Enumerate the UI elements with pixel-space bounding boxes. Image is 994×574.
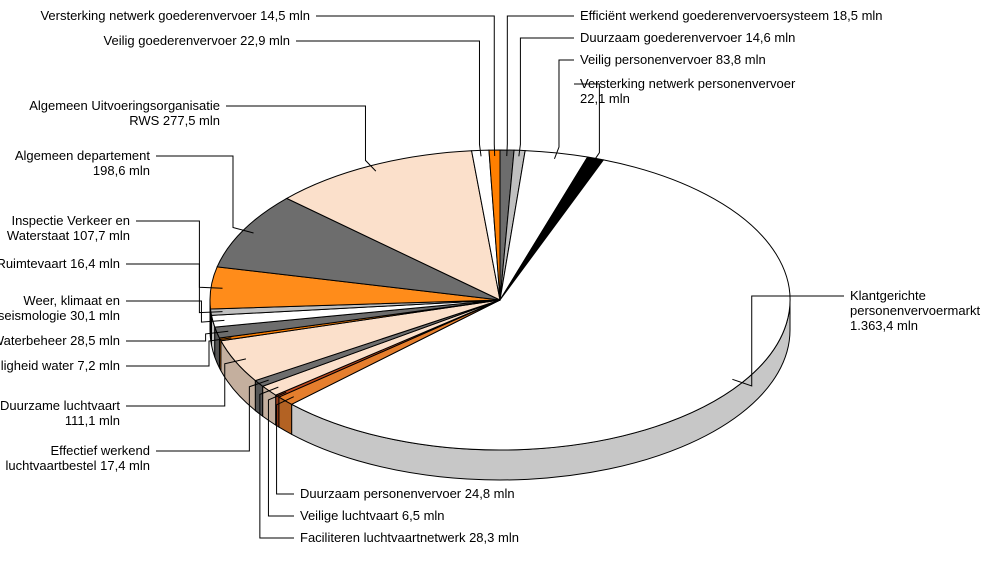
slice-label: Duurzame luchtvaart — [0, 398, 120, 413]
slice-label: 198,6 mln — [93, 163, 150, 178]
slice-label: 22,1 mln — [580, 91, 630, 106]
slice-label: Ruimtevaart 16,4 mln — [0, 256, 120, 271]
slice-label: 111,1 mln — [65, 413, 120, 428]
slice-label: 1.363,4 mln — [850, 318, 918, 333]
slice-label: personenvervoermarkt — [850, 303, 980, 318]
slice-label: RWS 277,5 mln — [129, 113, 220, 128]
slice-label: seismologie 30,1 mln — [0, 308, 120, 323]
slice-label: Waterstaat 107,7 mln — [7, 228, 130, 243]
slice-label: Duurzaam goederenvervoer 14,6 mln — [580, 30, 795, 45]
slice-label: Inspectie Verkeer en — [11, 213, 130, 228]
slice-label: Veiligheid water 7,2 mln — [0, 358, 120, 373]
slice-label: Duurzaam personenvervoer 24,8 mln — [300, 486, 515, 501]
slice-label: Veilig personenvervoer 83,8 mln — [580, 52, 766, 67]
slice-label: Versterking netwerk personenvervoer — [580, 76, 796, 91]
slice-label: Algemeen departement — [15, 148, 151, 163]
slice-label: Veilige luchtvaart 6,5 mln — [300, 508, 445, 523]
pie-chart: Efficiënt werkend goederenvervoersysteem… — [0, 0, 994, 574]
slice-label: Faciliteren luchtvaartnetwerk 28,3 mln — [300, 530, 519, 545]
pie-top — [210, 150, 790, 450]
slice-label: Algemeen Uitvoeringsorganisatie — [29, 98, 220, 113]
slice-label: Veilig goederenvervoer 22,9 mln — [104, 33, 290, 48]
slice-label: Versterking netwerk goederenvervoer 14,5… — [40, 8, 310, 23]
slice-label: Klantgerichte — [850, 288, 926, 303]
slice-label: Efficiënt werkend goederenvervoersysteem… — [580, 8, 883, 23]
slice-label: Waterbeheer 28,5 mln — [0, 333, 120, 348]
slice-label: Weer, klimaat en — [23, 293, 120, 308]
slice-label: luchtvaartbestel 17,4 mln — [5, 458, 150, 473]
slice-label: Effectief werkend — [51, 443, 150, 458]
